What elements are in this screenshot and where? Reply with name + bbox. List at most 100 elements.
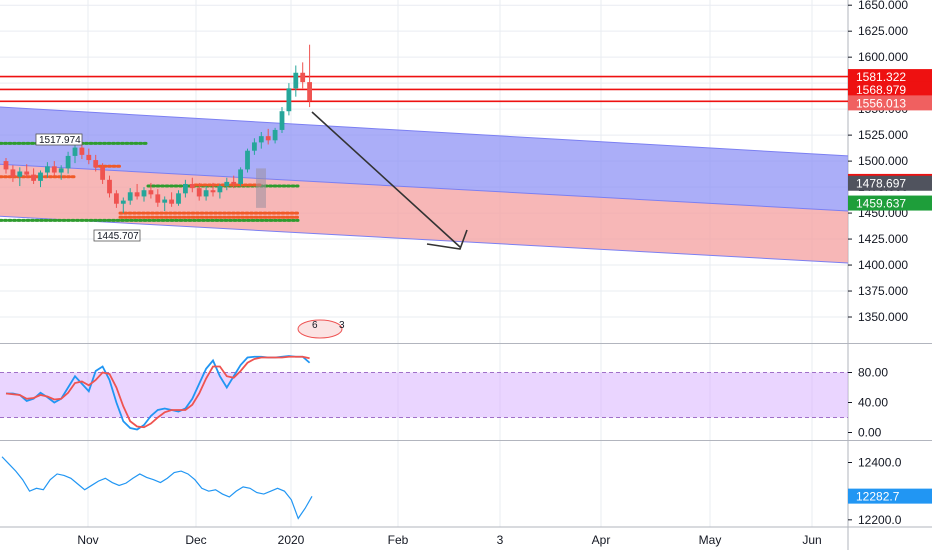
- channel-mid-line: [0, 163, 849, 212]
- candle-body: [3, 161, 9, 170]
- badge-number-b: 3: [339, 320, 345, 331]
- candle-body: [45, 166, 50, 173]
- annotation-low-label: 1445.707: [97, 231, 139, 242]
- badge-number-a: 6: [312, 320, 318, 331]
- stoch-tick-label: 40.00: [858, 396, 888, 410]
- price-label: 1581.322: [856, 70, 906, 84]
- candle-body: [24, 171, 30, 175]
- price-label-bg: [848, 195, 932, 211]
- annotation-high-box: [35, 133, 83, 146]
- candle-body: [58, 168, 64, 173]
- annotation-low-box: [93, 229, 141, 242]
- candle-body: [245, 150, 250, 170]
- event-badge[interactable]: 6 3: [297, 319, 345, 339]
- candle-body: [238, 169, 243, 184]
- candle-body: [134, 192, 140, 197]
- annotation-high-label: 1517.974: [39, 135, 81, 146]
- candle-body: [162, 199, 168, 203]
- oscillator-line: [1, 456, 313, 520]
- price-label: 1459.637: [856, 197, 906, 211]
- time-tick-label: 3: [497, 533, 504, 547]
- price-label-bg: [848, 95, 932, 111]
- candle-body: [72, 147, 78, 156]
- candle-body: [196, 188, 202, 197]
- candle-body: [272, 129, 278, 141]
- candle-body: [224, 181, 230, 187]
- price-labels: 1581.3221568.9791557.4861556.0131480.463…: [848, 69, 932, 504]
- price-tick-label: 1350.000: [858, 310, 908, 324]
- time-tick-label: Feb: [388, 533, 409, 547]
- candle-body: [231, 181, 237, 184]
- candle-body: [252, 142, 257, 151]
- candle-body: [203, 190, 209, 197]
- candle-body: [120, 200, 126, 204]
- candle-body: [51, 166, 57, 173]
- highlight-bar: [256, 168, 266, 208]
- candle-body: [286, 88, 292, 112]
- oscillator-pane: [1, 456, 313, 520]
- candle-body: [217, 186, 223, 193]
- price-tick-label: 1400.000: [858, 258, 908, 272]
- price-tick-label: 1650.000: [858, 0, 908, 12]
- candle-body: [176, 193, 181, 204]
- candle-body: [127, 192, 133, 201]
- osc-price-label-bg: [848, 488, 932, 504]
- stoch-band: [0, 372, 848, 418]
- price-label-bg: [848, 69, 932, 85]
- price-tick-label: 1425.000: [858, 232, 908, 246]
- time-tick-label: May: [699, 533, 722, 547]
- candle-body: [155, 194, 161, 203]
- stoch-tick-label: 80.00: [858, 366, 888, 380]
- price-tick-label: 1500.000: [858, 154, 908, 168]
- resistance-levels: [0, 75, 848, 103]
- candle-body: [17, 171, 23, 177]
- candle-body: [169, 199, 174, 204]
- time-tick-label: Nov: [77, 533, 98, 547]
- price-tick-label: 1600.000: [858, 50, 908, 64]
- candle-body: [65, 155, 71, 169]
- candle-body: [300, 72, 306, 83]
- candle-body: [86, 154, 92, 161]
- candle-body: [141, 190, 147, 197]
- candle-body: [79, 147, 85, 155]
- candle-body: [114, 193, 119, 204]
- price-tick-label: 1625.000: [858, 24, 908, 38]
- channel-lower-line: [0, 215, 849, 264]
- price-label-bg: [848, 81, 932, 97]
- candle-body: [210, 190, 216, 193]
- flag-icon[interactable]: [297, 319, 343, 339]
- projection-arrow: [311, 111, 468, 250]
- candle-body: [100, 167, 105, 180]
- candle-body: [31, 174, 36, 181]
- candle-body: [307, 82, 312, 101]
- price-tick-label: 1525.000: [858, 128, 908, 142]
- stoch-k-line: [6, 355, 311, 431]
- time-axis[interactable]: Nov Dec 2020 Feb 3 Apr May Jun: [77, 533, 821, 547]
- candle-body: [148, 190, 154, 195]
- stoch-d-line: [5, 355, 310, 429]
- candle-body: [93, 160, 99, 168]
- candle-body: [183, 183, 188, 194]
- candle-body: [258, 136, 264, 143]
- osc-tick-label: 12400.0: [858, 456, 902, 470]
- time-tick-label: Dec: [185, 533, 206, 547]
- price-label-bg: [848, 175, 932, 191]
- candle-body: [279, 111, 285, 130]
- time-tick-label: Apr: [592, 533, 611, 547]
- candle-body: [189, 183, 195, 189]
- price-label: 1556.013: [856, 96, 906, 110]
- candle-body: [265, 136, 271, 141]
- osc-tick-label: 12200.0: [858, 513, 902, 527]
- osc-price-label: 12282.7: [856, 490, 900, 504]
- price-label: 1478.697: [856, 177, 906, 191]
- stoch-tick-label: 0.00: [858, 426, 882, 440]
- candle-body: [107, 179, 112, 194]
- price-label: 1568.979: [856, 83, 906, 97]
- annotations: 1517.974 1445.707: [35, 133, 141, 242]
- candle-body: [10, 169, 16, 177]
- channel-upper-band: [0, 107, 848, 211]
- arrow-line: [311, 111, 468, 250]
